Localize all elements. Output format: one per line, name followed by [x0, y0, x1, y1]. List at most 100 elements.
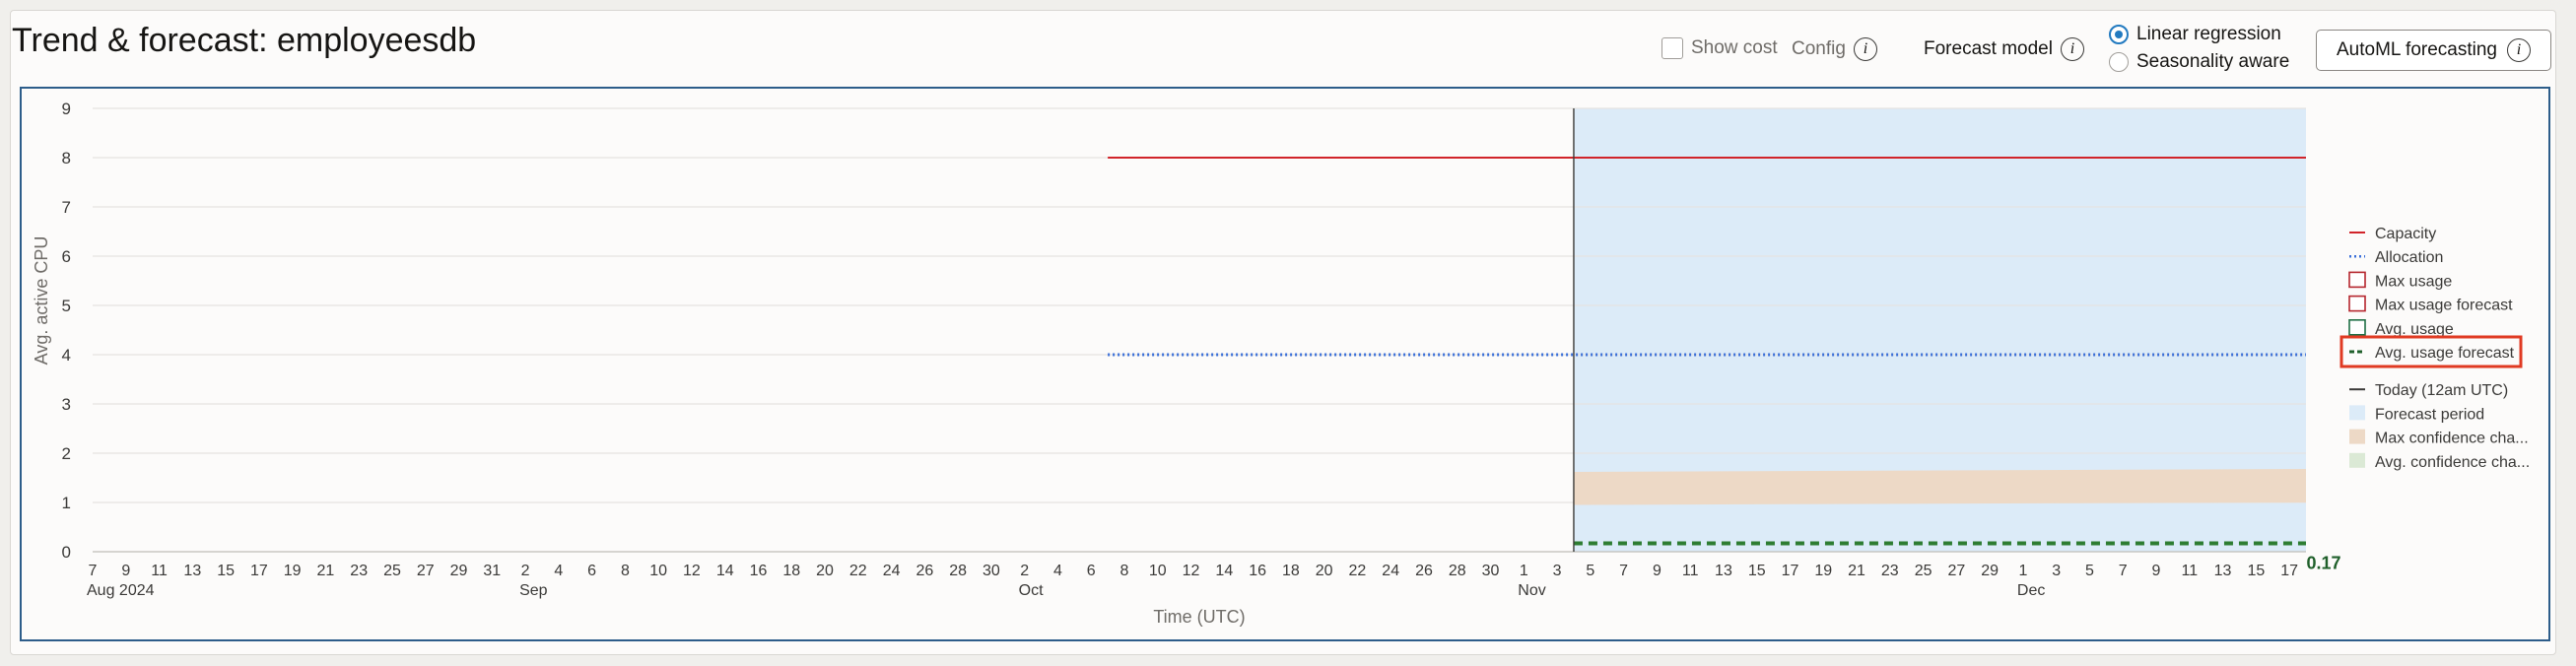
- legend-swatch: [2349, 405, 2365, 421]
- automl-forecasting-button[interactable]: AutoML forecasting i: [2316, 30, 2551, 71]
- show-cost-checkbox[interactable]: [1661, 37, 1683, 59]
- forecast-model-info-icon[interactable]: i: [2060, 37, 2084, 61]
- x-tick-label: 23: [1881, 563, 1899, 579]
- x-tick-label: 11: [1682, 563, 1699, 579]
- x-tick-label: 24: [883, 563, 901, 579]
- legend-label: Avg. confidence cha...: [2375, 454, 2530, 471]
- x-tick-label: 13: [2214, 563, 2232, 579]
- y-tick-label: 1: [62, 494, 71, 512]
- y-tick-label: 2: [62, 444, 71, 463]
- x-tick-label: 2: [521, 563, 530, 579]
- legend-label: Today (12am UTC): [2375, 382, 2508, 399]
- x-tick-label: 8: [621, 563, 630, 579]
- y-tick-label: 8: [62, 149, 71, 167]
- x-tick-label: 5: [1586, 563, 1594, 579]
- x-tick-label: 17: [2280, 563, 2298, 579]
- x-tick-label: 11: [151, 563, 168, 579]
- x-tick-label: 10: [649, 563, 667, 579]
- x-tick-label: 9: [2152, 563, 2161, 579]
- chart-frame: 0 1 2 3 4 5 6 7 8 9 0.17 7 9 11 13 15 17 19 21 23 25 27 29 31 2 4…: [20, 87, 2550, 641]
- automl-info-icon[interactable]: i: [2507, 38, 2531, 62]
- x-tick-label: 7: [89, 563, 98, 579]
- x-month-label: Sep: [519, 582, 548, 599]
- x-tick-label: 8: [1120, 563, 1129, 579]
- x-tick-label: 29: [450, 563, 468, 579]
- radio-linear-label: Linear regression: [2136, 24, 2281, 44]
- x-tick-label: 16: [750, 563, 768, 579]
- x-tick-label: 28: [949, 563, 967, 579]
- x-month-label: Oct: [1019, 582, 1044, 599]
- x-tick-label: 6: [587, 563, 596, 579]
- x-tick-label: 13: [1715, 563, 1732, 579]
- x-tick-label: 17: [250, 563, 268, 579]
- x-tick-label: 9: [121, 563, 130, 579]
- x-tick-label: 30: [1482, 563, 1500, 579]
- x-tick-label: 3: [1553, 563, 1562, 579]
- config-info-icon[interactable]: i: [1853, 37, 1877, 61]
- x-tick-label: 29: [1981, 563, 1999, 579]
- x-tick-label: 4: [554, 563, 563, 579]
- config-control[interactable]: Config i: [1792, 37, 1877, 61]
- radio-unselected-icon[interactable]: [2109, 52, 2129, 72]
- x-tick-label: 22: [849, 563, 867, 579]
- x-tick-label: 15: [217, 563, 235, 579]
- x-tick-label: 21: [1848, 563, 1865, 579]
- x-tick-label: 19: [284, 563, 302, 579]
- x-tick-label: 27: [417, 563, 435, 579]
- x-axis-title: Time (UTC): [1153, 607, 1245, 627]
- x-tick-label: 7: [2119, 563, 2128, 579]
- x-tick-label: 10: [1149, 563, 1167, 579]
- radio-linear-regression[interactable]: Linear regression: [2109, 24, 2281, 45]
- legend-label: Capacity: [2375, 226, 2436, 242]
- forecast-model-label: Forecast model: [1924, 38, 2053, 59]
- x-tick-label: 1: [2018, 563, 2027, 579]
- y-axis-title: Avg. active CPU: [32, 236, 51, 366]
- x-tick-label: 14: [1215, 563, 1233, 579]
- x-tick-label: 31: [483, 563, 501, 579]
- x-tick-label: 23: [350, 563, 368, 579]
- max-confidence-band: [1573, 469, 2306, 505]
- legend-label: Max confidence cha...: [2375, 431, 2529, 447]
- x-tick-label: 25: [1915, 563, 1932, 579]
- y-tick-label: 7: [62, 198, 71, 217]
- legend-label: Avg. usage forecast: [2375, 345, 2515, 362]
- x-tick-label: 18: [1282, 563, 1300, 579]
- x-tick-label: 7: [1619, 563, 1628, 579]
- x-tick-label: 11: [2181, 563, 2198, 579]
- x-tick-label: 1: [1520, 563, 1528, 579]
- legend-label: Avg. usage: [2375, 321, 2454, 338]
- x-tick-label: 4: [1053, 563, 1062, 579]
- legend-label: Max usage forecast: [2375, 298, 2513, 314]
- x-tick-label: 14: [716, 563, 734, 579]
- x-tick-label: 18: [782, 563, 800, 579]
- y-tick-label: 4: [62, 346, 71, 365]
- radio-seasonality-aware[interactable]: Seasonality aware: [2109, 51, 2289, 73]
- x-tick-label: 25: [383, 563, 401, 579]
- y-tick-label: 0: [62, 543, 71, 562]
- x-tick-label: 20: [816, 563, 834, 579]
- legend-label: Max usage: [2375, 273, 2452, 290]
- y-tick-label: 6: [62, 247, 71, 266]
- x-tick-label: 13: [183, 563, 201, 579]
- page-title: Trend & forecast: employeesdb: [12, 22, 477, 59]
- legend-swatch: [2349, 452, 2365, 468]
- config-label: Config: [1792, 38, 1846, 59]
- radio-selected-icon[interactable]: [2109, 25, 2129, 44]
- y-tick-label: 3: [62, 395, 71, 414]
- x-tick-label: 28: [1449, 563, 1466, 579]
- x-tick-label: 16: [1249, 563, 1266, 579]
- x-tick-label: 5: [2085, 563, 2094, 579]
- legend-label: Forecast period: [2375, 406, 2484, 423]
- x-month-label: Aug 2024: [87, 582, 155, 599]
- x-tick-label: 22: [1349, 563, 1367, 579]
- x-tick-label: 17: [1782, 563, 1799, 579]
- x-tick-label: 2: [1020, 563, 1029, 579]
- x-tick-label: 30: [983, 563, 1000, 579]
- show-cost-toggle[interactable]: Show cost: [1661, 37, 1778, 59]
- x-tick-label: 21: [317, 563, 335, 579]
- x-tick-label: 15: [1748, 563, 1766, 579]
- legend-swatch: [2349, 429, 2365, 444]
- x-tick-label: 20: [1316, 563, 1333, 579]
- x-tick-label: 12: [683, 563, 701, 579]
- automl-button-label: AutoML forecasting: [2337, 39, 2497, 60]
